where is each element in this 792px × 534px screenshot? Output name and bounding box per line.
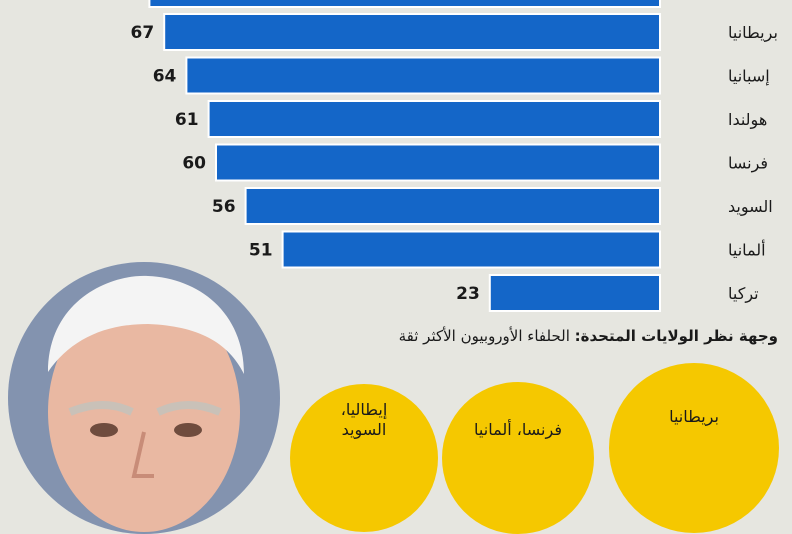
rank-circle-2: فرنسا، ألمانيا <box>442 382 594 534</box>
rank-circle-1: بريطانيا <box>609 363 779 533</box>
value-label-6: 23 <box>456 284 480 304</box>
bar-1 <box>185 56 661 95</box>
category-label-2: هولندا <box>728 110 767 130</box>
bar-chart: 67 بريطانيا 64 إسبانيا 61 هولندا 60 فرنسا 56 السو… <box>131 0 778 312</box>
rank-circle-1-line1: بريطانيا <box>669 407 719 426</box>
rank-circle-3: إيطاليا، السويد <box>290 384 438 532</box>
bar-5 <box>281 230 661 269</box>
bar-6 <box>488 274 661 312</box>
rank-circle-3-line1: إيطاليا، <box>340 400 388 419</box>
value-label-3: 60 <box>182 154 206 174</box>
subtitle-rest: الحلفاء الأوروبيون الأكثر ثقة <box>398 327 575 345</box>
value-label-2: 61 <box>175 110 199 130</box>
category-label-1: إسبانيا <box>728 67 770 86</box>
bar-2 <box>207 100 661 138</box>
portrait-illustration <box>8 262 280 534</box>
value-label-5: 51 <box>249 241 273 261</box>
category-label-5: ألمانيا <box>728 240 766 260</box>
bar-3 <box>215 143 661 182</box>
value-label-4: 56 <box>212 197 236 217</box>
chart-subtitle: وجهة نظر الولايات المتحدة: الحلفاء الأور… <box>399 327 778 345</box>
bar-0 <box>163 13 661 51</box>
value-label-0: 67 <box>131 23 155 43</box>
value-label-1: 64 <box>153 67 177 87</box>
category-label-4: السويد <box>728 197 773 217</box>
rank-circle-3-line2: السويد <box>341 420 387 439</box>
category-label-0: بريطانيا <box>728 23 778 43</box>
category-label-3: فرنسا <box>728 154 768 174</box>
subtitle-bold: وجهة نظر الولايات المتحدة: <box>574 327 778 345</box>
portrait-photo <box>8 262 280 534</box>
category-label-6: تركيا <box>728 284 759 304</box>
bar-4 <box>244 187 661 225</box>
bar-partial-top <box>148 0 661 8</box>
rank-circle-2-line1: فرنسا، ألمانيا <box>474 420 562 439</box>
